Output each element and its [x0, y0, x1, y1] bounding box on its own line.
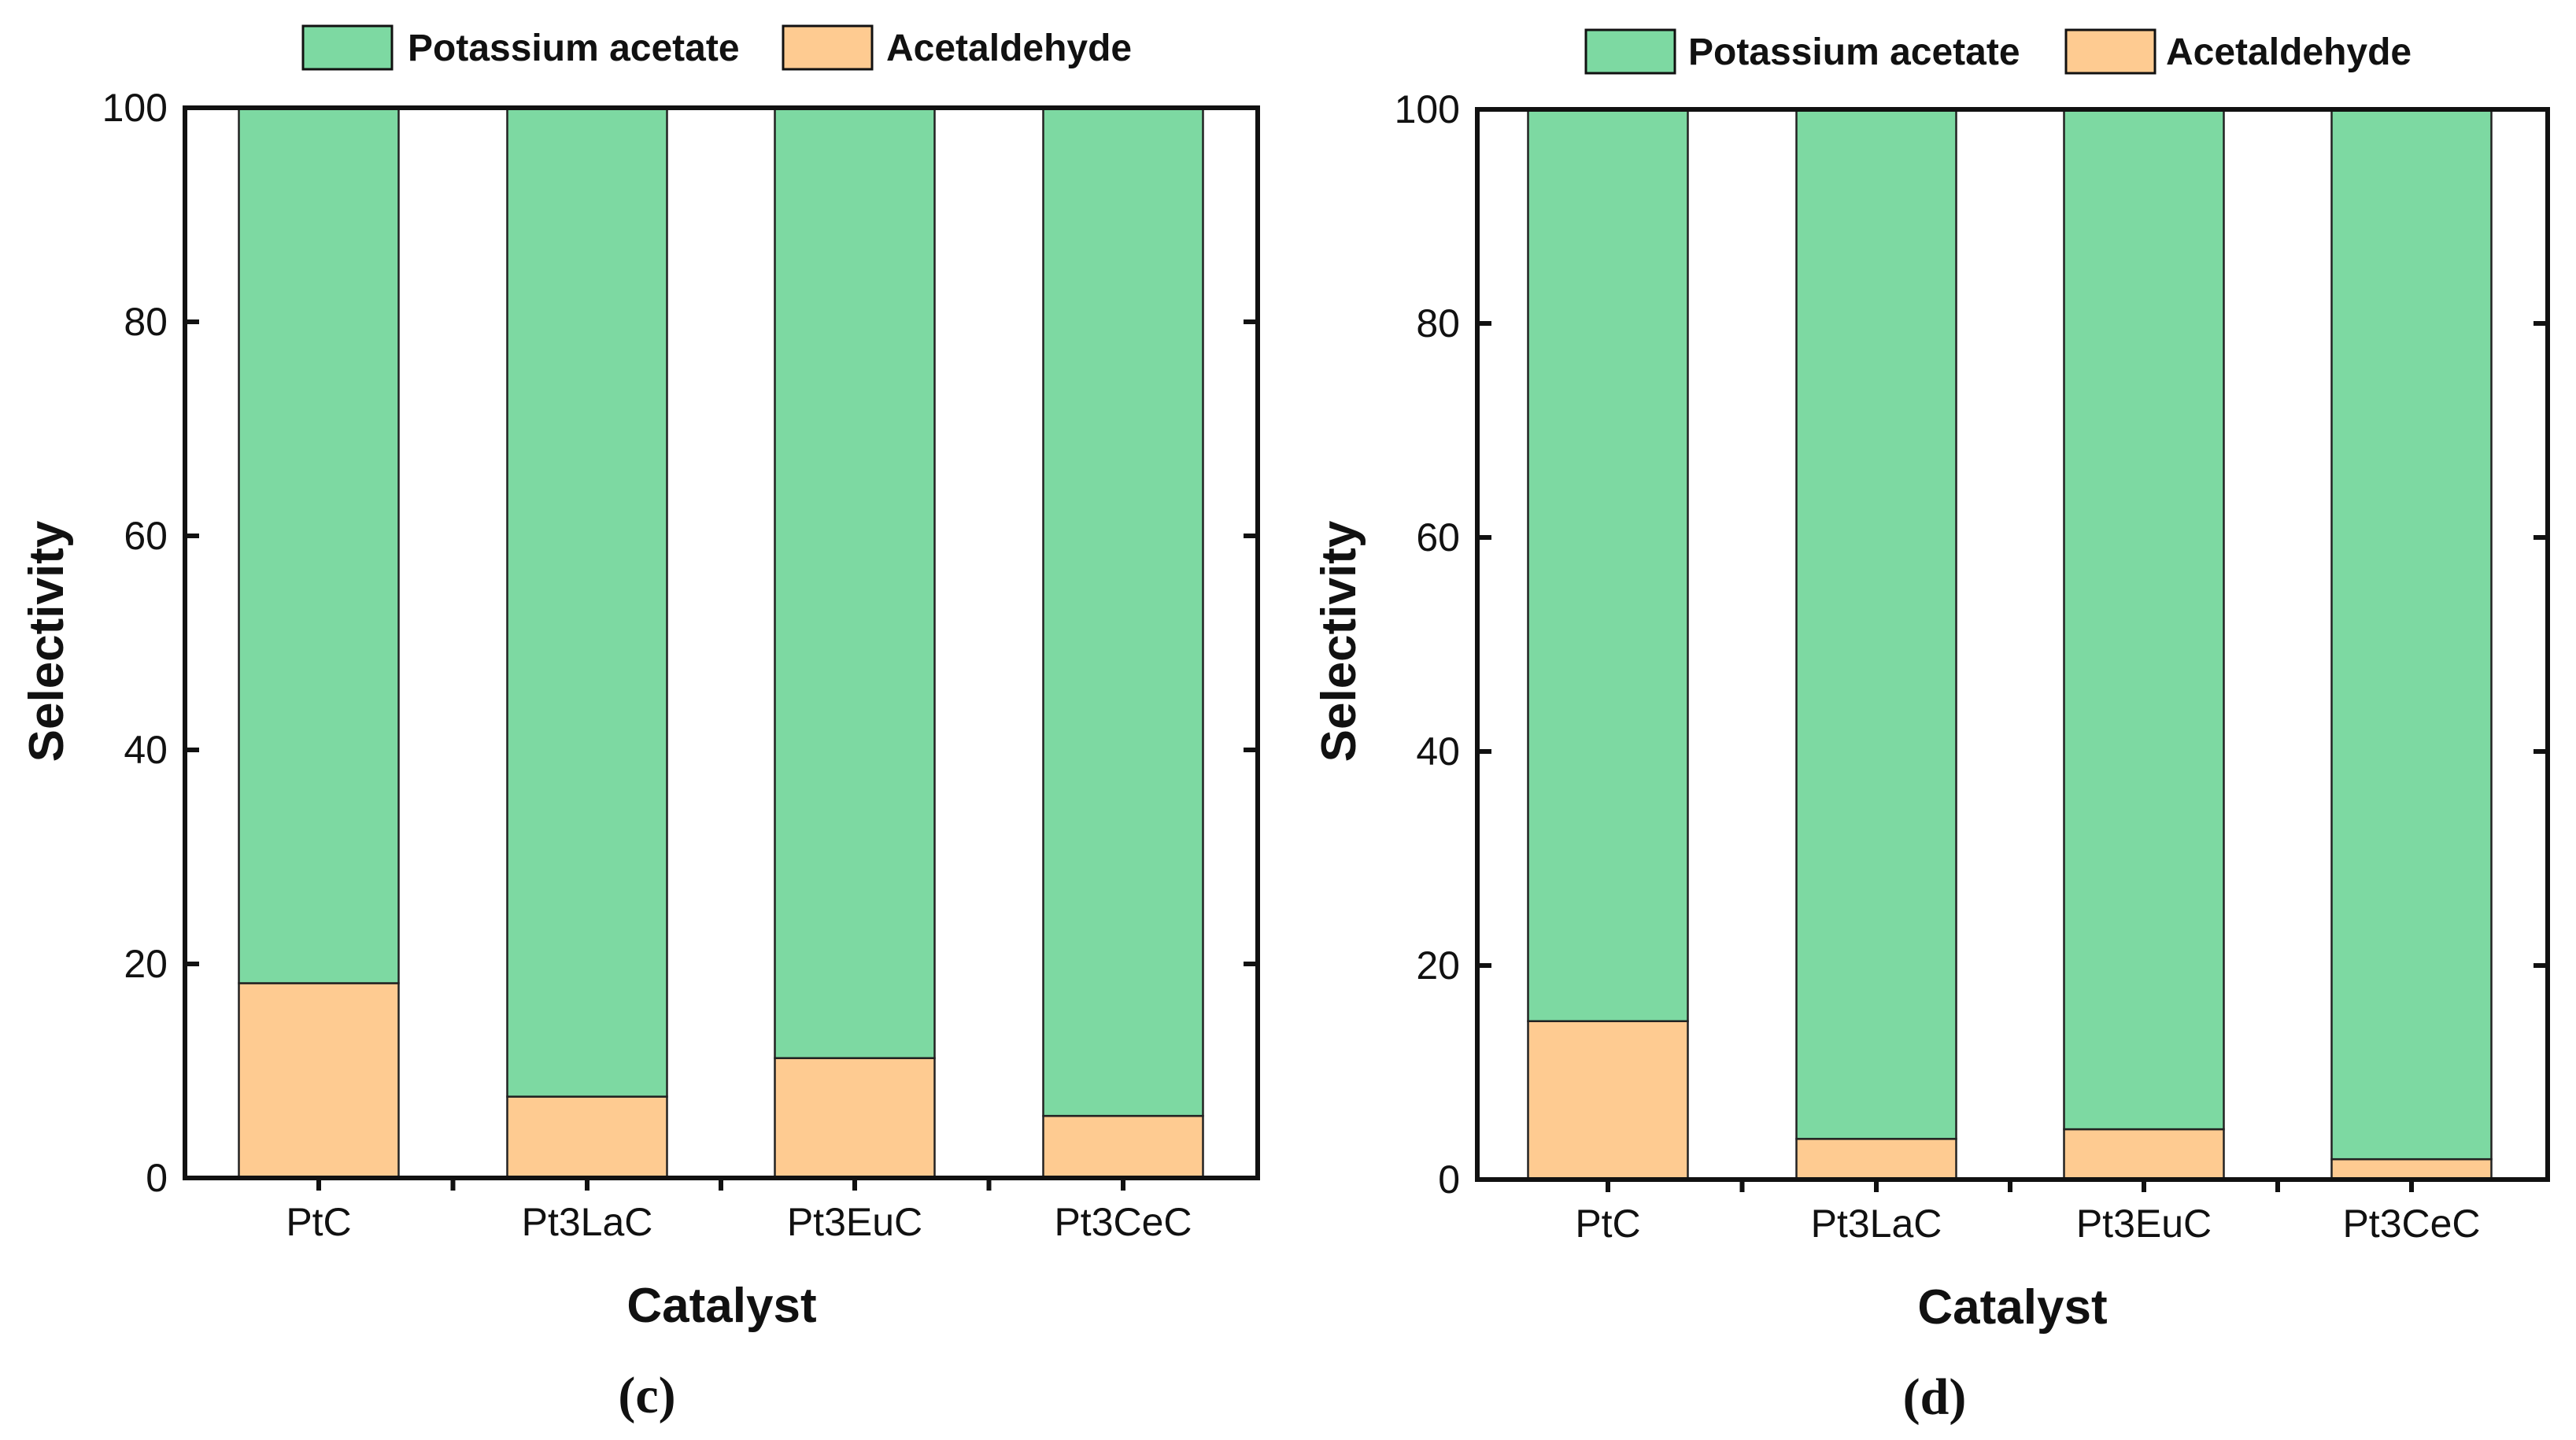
- x-tick-label-pt3euc: Pt3EuC: [2076, 1202, 2212, 1246]
- legend-c: Potassium acetate Acetaldehyde: [301, 24, 1132, 71]
- legend-label-acetaldehyde: Acetaldehyde: [886, 28, 1132, 69]
- y-tick-label: 80: [124, 300, 168, 344]
- y-axis-title-d: Selectivity: [1312, 520, 1366, 762]
- y-tick-label: 20: [124, 942, 168, 986]
- bar-acetaldehyde-ptc: [238, 982, 400, 1180]
- y-tick-label: 60: [1416, 515, 1460, 559]
- y-axis-title-c: Selectivity: [20, 520, 74, 762]
- bar-potassium-acetate-pt3cec: [1042, 106, 1204, 1117]
- x-tick-label-pt3lac: Pt3LaC: [522, 1200, 653, 1244]
- bar-potassium-acetate-pt3lac: [1795, 108, 1957, 1140]
- legend-swatch-acetaldehyde: [782, 24, 874, 71]
- y-tick-label: 100: [1395, 87, 1460, 131]
- bar-acetaldehyde-pt3cec: [2330, 1158, 2493, 1181]
- x-tick-label-pt3cec: Pt3CeC: [2342, 1202, 2480, 1246]
- y-tick-label: 40: [1416, 729, 1460, 774]
- y-tick-label: 20: [1416, 943, 1460, 988]
- bar-potassium-acetate-pt3euc: [2063, 108, 2225, 1131]
- plot-area-d: 0 20 40 60 80 100 PtC Pt3LaC Pt3EuC Pt3CeC: [1395, 87, 2550, 1246]
- bar-acetaldehyde-pt3euc: [2063, 1128, 2225, 1181]
- legend-label-potassium-acetate: Potassium acetate: [1688, 31, 2020, 73]
- panel-label-d: (d): [1903, 1368, 1967, 1426]
- bar-potassium-acetate-ptc: [238, 106, 400, 984]
- bar-potassium-acetate-pt3euc: [774, 106, 936, 1059]
- bar-acetaldehyde-ptc: [1527, 1020, 1689, 1181]
- x-tick-label-ptc: PtC: [286, 1200, 351, 1244]
- y-tick-label: 60: [124, 514, 168, 558]
- panel-d: Potassium acetate Acetaldehyde 0 20 40 60 80…: [1312, 28, 2550, 1426]
- bar-acetaldehyde-pt3lac: [1795, 1138, 1957, 1181]
- x-tick-label-pt3cec: Pt3CeC: [1054, 1200, 1192, 1244]
- x-axis-title-d: Catalyst: [1917, 1280, 2107, 1335]
- x-axis-title-c: Catalyst: [626, 1279, 816, 1333]
- y-tick-label: 0: [146, 1156, 168, 1200]
- x-tick-label-pt3euc: Pt3EuC: [787, 1200, 922, 1244]
- bar-potassium-acetate-pt3lac: [506, 106, 668, 1098]
- y-tick-label: 40: [124, 728, 168, 772]
- y-tick-label: 80: [1416, 301, 1460, 345]
- legend-label-potassium-acetate: Potassium acetate: [408, 28, 740, 69]
- legend-swatch-potassium-acetate: [1584, 28, 1676, 75]
- panel-c: Potassium acetate Acetaldehyde 0 20 40 60 80…: [20, 24, 1260, 1424]
- bar-acetaldehyde-pt3lac: [506, 1095, 668, 1180]
- legend-label-acetaldehyde: Acetaldehyde: [2166, 31, 2412, 73]
- plot-area-c: 0 20 40 60 80 100 PtC Pt3LaC Pt3EuC Pt3CeC: [102, 86, 1260, 1244]
- y-tick-label: 100: [102, 86, 168, 130]
- legend-d: Potassium acetate Acetaldehyde: [1584, 28, 2412, 75]
- bar-potassium-acetate-ptc: [1527, 108, 1689, 1022]
- panel-label-c: (c): [618, 1367, 675, 1424]
- bar-potassium-acetate-pt3cec: [2330, 108, 2493, 1161]
- bar-acetaldehyde-pt3euc: [774, 1057, 936, 1180]
- legend-swatch-potassium-acetate: [301, 24, 394, 71]
- x-tick-label-ptc: PtC: [1575, 1202, 1640, 1246]
- y-tick-label: 0: [1438, 1158, 1460, 1202]
- legend-swatch-acetaldehyde: [2064, 28, 2157, 75]
- x-tick-label-pt3lac: Pt3LaC: [1811, 1202, 1942, 1246]
- bar-acetaldehyde-pt3cec: [1042, 1114, 1204, 1180]
